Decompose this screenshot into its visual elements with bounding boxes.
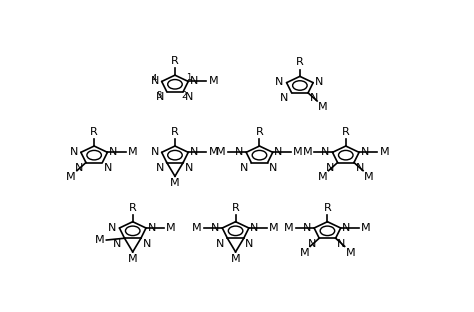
Text: N: N <box>70 147 78 157</box>
Text: R: R <box>255 127 264 137</box>
Text: N: N <box>269 163 277 173</box>
Text: N: N <box>308 239 316 249</box>
Text: R: R <box>129 203 137 213</box>
Text: N: N <box>190 76 198 86</box>
Text: R: R <box>296 57 304 67</box>
Text: N: N <box>147 222 156 232</box>
Text: M: M <box>302 147 312 157</box>
Text: N: N <box>150 76 159 86</box>
Text: N: N <box>240 163 248 173</box>
Text: M: M <box>364 172 374 182</box>
Text: N: N <box>326 163 335 173</box>
Text: R: R <box>90 127 98 137</box>
Text: R: R <box>232 203 239 213</box>
Text: N: N <box>274 147 283 157</box>
Text: N: N <box>113 239 121 249</box>
Text: N: N <box>280 93 289 103</box>
Text: N: N <box>342 222 351 232</box>
Text: N: N <box>245 239 254 249</box>
Text: N: N <box>142 239 151 249</box>
Text: R: R <box>171 127 179 137</box>
Text: M: M <box>231 254 240 264</box>
Text: N: N <box>108 222 117 232</box>
Text: N: N <box>275 77 283 87</box>
Text: N: N <box>303 222 311 232</box>
Text: N: N <box>185 163 193 173</box>
Text: N: N <box>250 222 259 232</box>
Text: M: M <box>128 147 137 157</box>
Text: N: N <box>190 147 198 157</box>
Text: M: M <box>284 223 294 233</box>
Text: 2: 2 <box>181 91 187 100</box>
Text: N: N <box>315 77 323 87</box>
Text: M: M <box>66 172 76 182</box>
Text: N: N <box>150 147 159 157</box>
Text: M: M <box>209 147 218 157</box>
Text: N: N <box>74 163 83 173</box>
Text: M: M <box>300 248 309 258</box>
Text: N: N <box>356 163 364 173</box>
Text: N: N <box>109 147 117 157</box>
Text: M: M <box>209 76 218 86</box>
Text: M: M <box>192 223 202 233</box>
Text: N: N <box>310 93 318 103</box>
Text: M: M <box>293 147 303 157</box>
Text: R: R <box>171 56 179 66</box>
Text: R: R <box>324 203 331 213</box>
Text: M: M <box>170 178 180 188</box>
Text: N: N <box>337 239 346 249</box>
Text: M: M <box>269 223 279 233</box>
Text: M: M <box>318 102 328 112</box>
Text: N: N <box>155 163 164 173</box>
Text: N: N <box>185 92 193 102</box>
Text: R: R <box>342 127 350 137</box>
Text: N: N <box>155 92 164 102</box>
Text: 3: 3 <box>157 91 162 100</box>
Text: N: N <box>216 239 224 249</box>
Text: 4: 4 <box>152 74 157 83</box>
Text: M: M <box>216 147 226 157</box>
Text: M: M <box>166 223 176 233</box>
Text: N: N <box>235 147 243 157</box>
Text: N: N <box>321 147 329 157</box>
Text: N: N <box>361 147 369 157</box>
Text: M: M <box>346 248 356 258</box>
Text: M: M <box>361 223 371 233</box>
Text: 1: 1 <box>186 73 191 82</box>
Text: N: N <box>104 163 112 173</box>
Text: M: M <box>128 254 137 264</box>
Text: N: N <box>211 222 219 232</box>
Text: M: M <box>94 235 104 245</box>
Text: M: M <box>379 147 389 157</box>
Text: M: M <box>318 172 328 182</box>
